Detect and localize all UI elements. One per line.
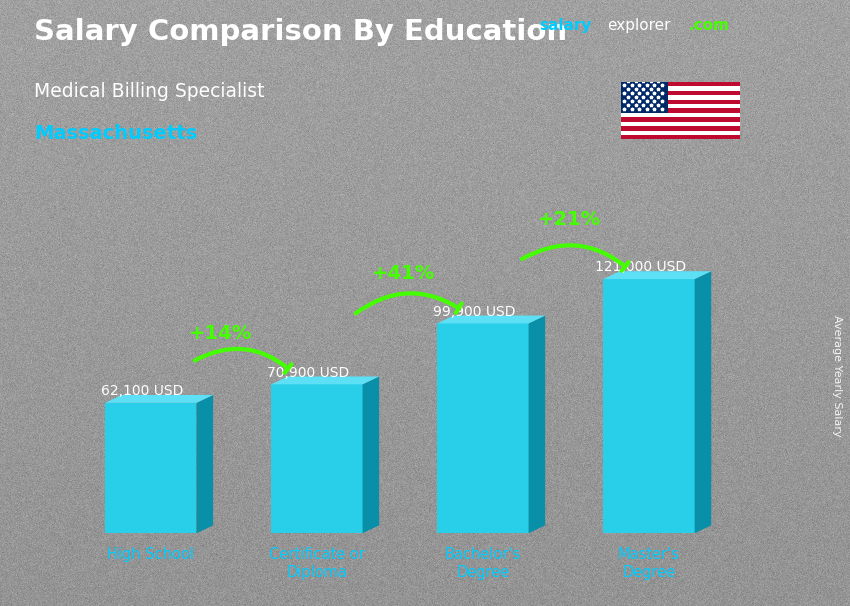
Bar: [620, 91, 740, 95]
Bar: [620, 108, 740, 113]
FancyBboxPatch shape: [604, 279, 694, 533]
Text: +14%: +14%: [189, 324, 252, 343]
Text: 99,900 USD: 99,900 USD: [434, 305, 516, 319]
FancyBboxPatch shape: [271, 384, 363, 533]
FancyBboxPatch shape: [437, 324, 529, 533]
Bar: [620, 130, 740, 135]
Text: Salary Comparison By Education: Salary Comparison By Education: [34, 18, 567, 46]
Bar: [620, 122, 740, 126]
Bar: [620, 86, 740, 91]
Text: +41%: +41%: [371, 264, 435, 284]
Polygon shape: [105, 395, 213, 403]
Bar: [620, 113, 740, 117]
Text: 70,900 USD: 70,900 USD: [268, 365, 349, 379]
Text: 121,000 USD: 121,000 USD: [595, 261, 686, 275]
Text: Medical Billing Specialist: Medical Billing Specialist: [34, 82, 264, 101]
Polygon shape: [271, 376, 379, 384]
Text: .com: .com: [688, 18, 729, 33]
Polygon shape: [604, 271, 711, 279]
Bar: [620, 82, 740, 86]
Polygon shape: [694, 271, 711, 533]
Bar: [620, 104, 740, 108]
FancyBboxPatch shape: [105, 403, 196, 533]
Text: explorer: explorer: [607, 18, 671, 33]
Text: Average Yearly Salary: Average Yearly Salary: [832, 315, 842, 436]
Bar: [620, 117, 740, 122]
Polygon shape: [363, 376, 379, 533]
Text: salary: salary: [540, 18, 592, 33]
Bar: [620, 82, 668, 113]
Text: +21%: +21%: [538, 210, 601, 229]
Bar: [620, 126, 740, 130]
Text: 62,100 USD: 62,100 USD: [101, 384, 184, 398]
Text: Massachusetts: Massachusetts: [34, 124, 197, 143]
Polygon shape: [437, 316, 545, 324]
Polygon shape: [196, 395, 213, 533]
Bar: [620, 99, 740, 104]
Bar: [620, 95, 740, 99]
Bar: [620, 135, 740, 139]
Polygon shape: [529, 316, 545, 533]
